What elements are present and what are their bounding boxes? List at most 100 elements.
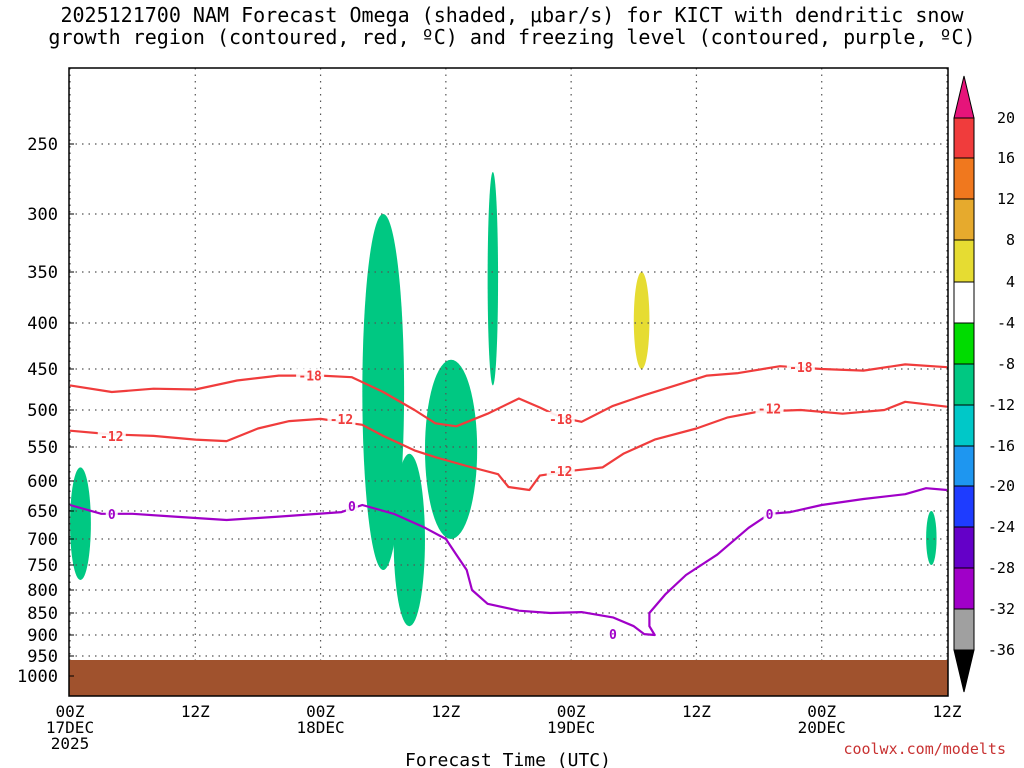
x-tick-label: 00Z	[557, 702, 586, 721]
omega-region	[550, 214, 572, 323]
omega-region	[393, 453, 425, 627]
colorbar-label: -32	[988, 600, 1015, 618]
colorbar: 20 16 12 8 4 -4 -8 -12 -16 -20 -24 -28 -32 -36	[953, 75, 1015, 693]
colorbar-top-arrow	[953, 75, 975, 119]
omega-region	[424, 359, 478, 539]
isotherm-label-bg	[546, 463, 575, 478]
isotherm-line	[69, 487, 948, 637]
colorbar-segment	[953, 363, 975, 406]
colorbar-label: -12	[988, 396, 1015, 414]
isotherm-label-bg	[345, 499, 358, 514]
omega-region	[487, 172, 499, 386]
colorbar-label: 16	[997, 149, 1015, 167]
x-tick-label: 2025	[51, 734, 90, 753]
isotherm-label-bg	[786, 360, 815, 375]
isotherm-label: -18	[298, 370, 322, 385]
omega-region	[602, 200, 655, 454]
colorbar-segment	[953, 485, 975, 528]
isotherm-label: -12	[100, 430, 123, 445]
y-tick-label: 550	[27, 438, 58, 458]
isotherm-label: -18	[789, 361, 813, 376]
title-line-2: growth region (contoured, red, ºC) and f…	[48, 25, 976, 49]
x-tick-label: 12Z	[933, 702, 962, 721]
isotherm-label-bg	[755, 401, 784, 416]
colorbar-label: -24	[988, 518, 1015, 536]
y-tick-label: 350	[27, 263, 58, 283]
chart-title: 2025121700 NAM Forecast Omega (shaded, μ…	[0, 4, 1024, 48]
isotherm-label-bg	[763, 506, 776, 521]
isotherm-label-bg	[105, 506, 118, 521]
isotherm-line	[69, 400, 948, 492]
colorbar-label: -36	[988, 641, 1015, 659]
colorbar-label: -8	[997, 355, 1015, 373]
x-tick-label: 00Z	[807, 702, 836, 721]
y-tick-label: 250	[27, 135, 58, 155]
y-tick-label: 700	[27, 530, 58, 550]
y-tick-label: 300	[27, 205, 58, 225]
colorbar-segment	[953, 157, 975, 200]
x-tick-label: 12Z	[181, 702, 210, 721]
y-axis: 2503003504004505005506006507007508008509…	[17, 135, 74, 687]
y-tick-label: 950	[27, 647, 58, 667]
x-tick-label: 17DEC	[46, 718, 94, 737]
isotherm-label: -12	[330, 413, 353, 428]
isotherm-label: -12	[758, 402, 781, 417]
terrain-fill	[69, 660, 948, 696]
isotherm-label: 0	[348, 500, 356, 515]
isotherm-line	[69, 363, 948, 428]
colorbar-label: 20	[997, 109, 1015, 127]
colorbar-bottom-arrow	[953, 649, 975, 693]
isotherm-label-bg	[296, 368, 325, 383]
colorbar-label: 4	[1006, 273, 1015, 291]
colorbar-label: 8	[1006, 231, 1015, 249]
y-tick-label: 650	[27, 502, 58, 522]
colorbar-segment	[953, 567, 975, 610]
colorbar-segment	[953, 239, 975, 283]
plot-frame	[68, 67, 949, 697]
isotherm-label: 0	[108, 508, 116, 523]
credit-text: coolwx.com/modelts	[843, 740, 1006, 758]
omega-region	[633, 272, 650, 369]
x-tick-label: 20DEC	[798, 718, 846, 737]
colorbar-segment	[953, 404, 975, 447]
x-axis-label: Forecast Time (UTC)	[405, 750, 611, 768]
title-line-1: 2025121700 NAM Forecast Omega (shaded, μ…	[60, 3, 964, 27]
y-tick-label: 900	[27, 626, 58, 646]
y-tick-label: 600	[27, 472, 58, 492]
x-tick-label: 19DEC	[547, 718, 595, 737]
omega-region	[926, 511, 937, 565]
omega-region	[518, 359, 603, 609]
isotherm-label-bg	[97, 428, 126, 443]
colorbar-segment	[953, 281, 975, 324]
x-tick-label: 00Z	[306, 702, 335, 721]
x-tick-label: 12Z	[431, 702, 460, 721]
colorbar-segment	[953, 117, 975, 159]
colorbar-label: -4	[997, 314, 1015, 332]
colorbar-label: 12	[997, 190, 1015, 208]
colorbar-label: -20	[988, 477, 1015, 495]
isotherm-label-bg	[606, 627, 619, 642]
x-tick-label: 12Z	[682, 702, 711, 721]
isotherm-label: 0	[766, 508, 774, 523]
omega-region	[863, 575, 895, 595]
grid-lines	[69, 68, 948, 696]
colorbar-label: -16	[988, 437, 1015, 455]
colorbar-segment	[953, 445, 975, 487]
colorbar-label: -28	[988, 559, 1015, 577]
y-tick-label: 450	[27, 360, 58, 380]
y-tick-label: 500	[27, 401, 58, 421]
y-tick-label: 750	[27, 556, 58, 576]
terrain	[69, 660, 948, 696]
x-tick-label: 00Z	[56, 702, 85, 721]
y-tick-label: 1000	[17, 667, 58, 687]
contours: -18 -18 -18 -12 -12 -12 -12 0 0 0 0	[69, 360, 948, 643]
isotherm-label-bg	[546, 411, 575, 426]
x-tick-label: 18DEC	[296, 718, 344, 737]
y-tick-label: 400	[27, 314, 58, 334]
y-tick-label: 800	[27, 581, 58, 601]
isotherm-label: -18	[549, 413, 573, 428]
omega-region	[623, 453, 666, 622]
colorbar-segment	[953, 608, 975, 651]
